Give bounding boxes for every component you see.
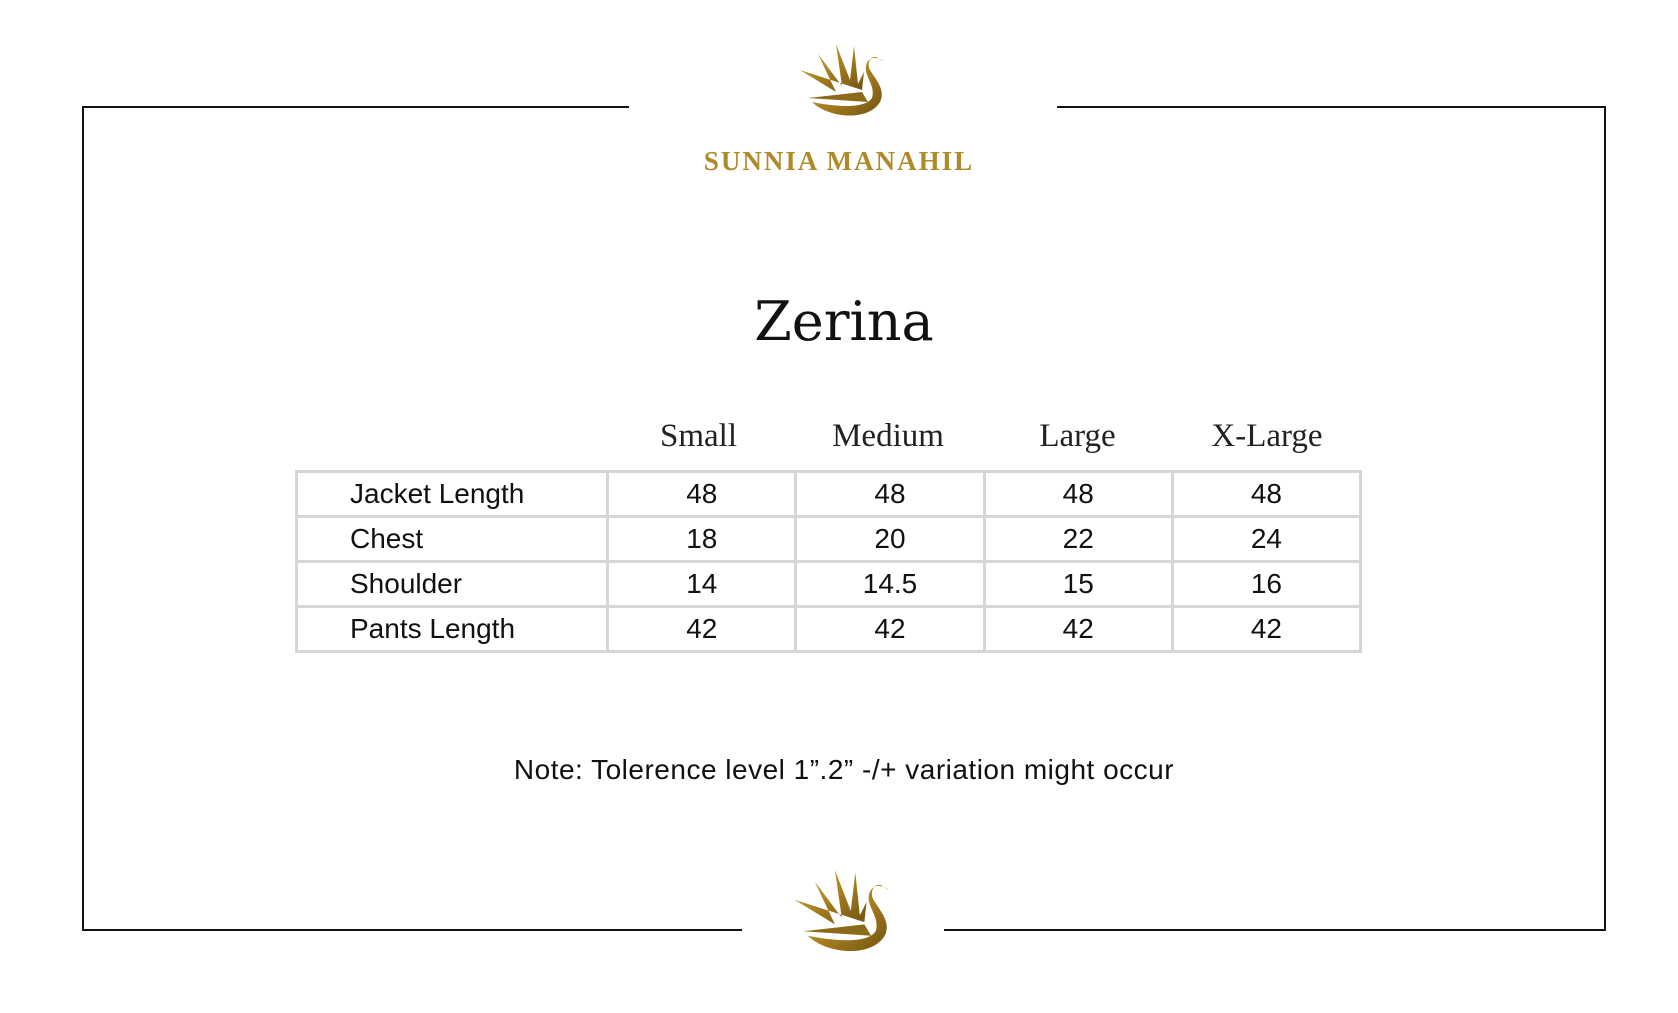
- cell: 16: [1170, 560, 1363, 608]
- frame-right: [1604, 106, 1606, 931]
- frame-top-right: [1057, 106, 1606, 108]
- table-row: Pants Length 42 42 42 42: [294, 605, 1363, 653]
- cell: 48: [1170, 470, 1363, 518]
- swan-logo-icon: [794, 870, 890, 952]
- cell: 14.5: [794, 560, 986, 608]
- column-header-medium: Medium: [832, 418, 944, 454]
- cell: 22: [982, 515, 1174, 563]
- frame-left: [82, 106, 84, 931]
- frame-bottom-right: [944, 929, 1606, 931]
- cell: 20: [794, 515, 986, 563]
- cell: 14: [606, 560, 798, 608]
- table-row: Shoulder 14 14.5 15 16: [294, 560, 1363, 608]
- cell: 42: [1170, 605, 1363, 653]
- cell: 48: [794, 470, 986, 518]
- cell: 48: [606, 470, 798, 518]
- cell: 18: [606, 515, 798, 563]
- cell: 42: [794, 605, 986, 653]
- frame-bottom-left: [82, 929, 742, 931]
- row-label: Chest: [294, 515, 610, 563]
- cell: 24: [1170, 515, 1363, 563]
- column-header-xlarge: X-Large: [1211, 418, 1323, 454]
- row-label: Jacket Length: [294, 470, 610, 518]
- size-chart-table: Jacket Length 48 48 48 48 Chest 18 20 22…: [294, 470, 1363, 653]
- table-row: Jacket Length 48 48 48 48: [294, 470, 1363, 518]
- cell: 42: [982, 605, 1174, 653]
- cell: 48: [982, 470, 1174, 518]
- column-header-small: Small: [659, 418, 737, 454]
- row-label: Shoulder: [294, 560, 610, 608]
- swan-logo-icon: [800, 44, 884, 116]
- frame-top-left: [82, 106, 629, 108]
- cell: 42: [606, 605, 798, 653]
- brand-name: SUNNIA MANAHIL: [703, 146, 975, 176]
- column-header-large: Large: [1039, 418, 1116, 454]
- table-row: Chest 18 20 22 24: [294, 515, 1363, 563]
- tolerance-note: Note: Tolerence level 1”.2” -/+ variatio…: [513, 754, 1175, 785]
- row-label: Pants Length: [294, 605, 610, 653]
- page-title: Zerina: [754, 290, 934, 353]
- cell: 15: [982, 560, 1174, 608]
